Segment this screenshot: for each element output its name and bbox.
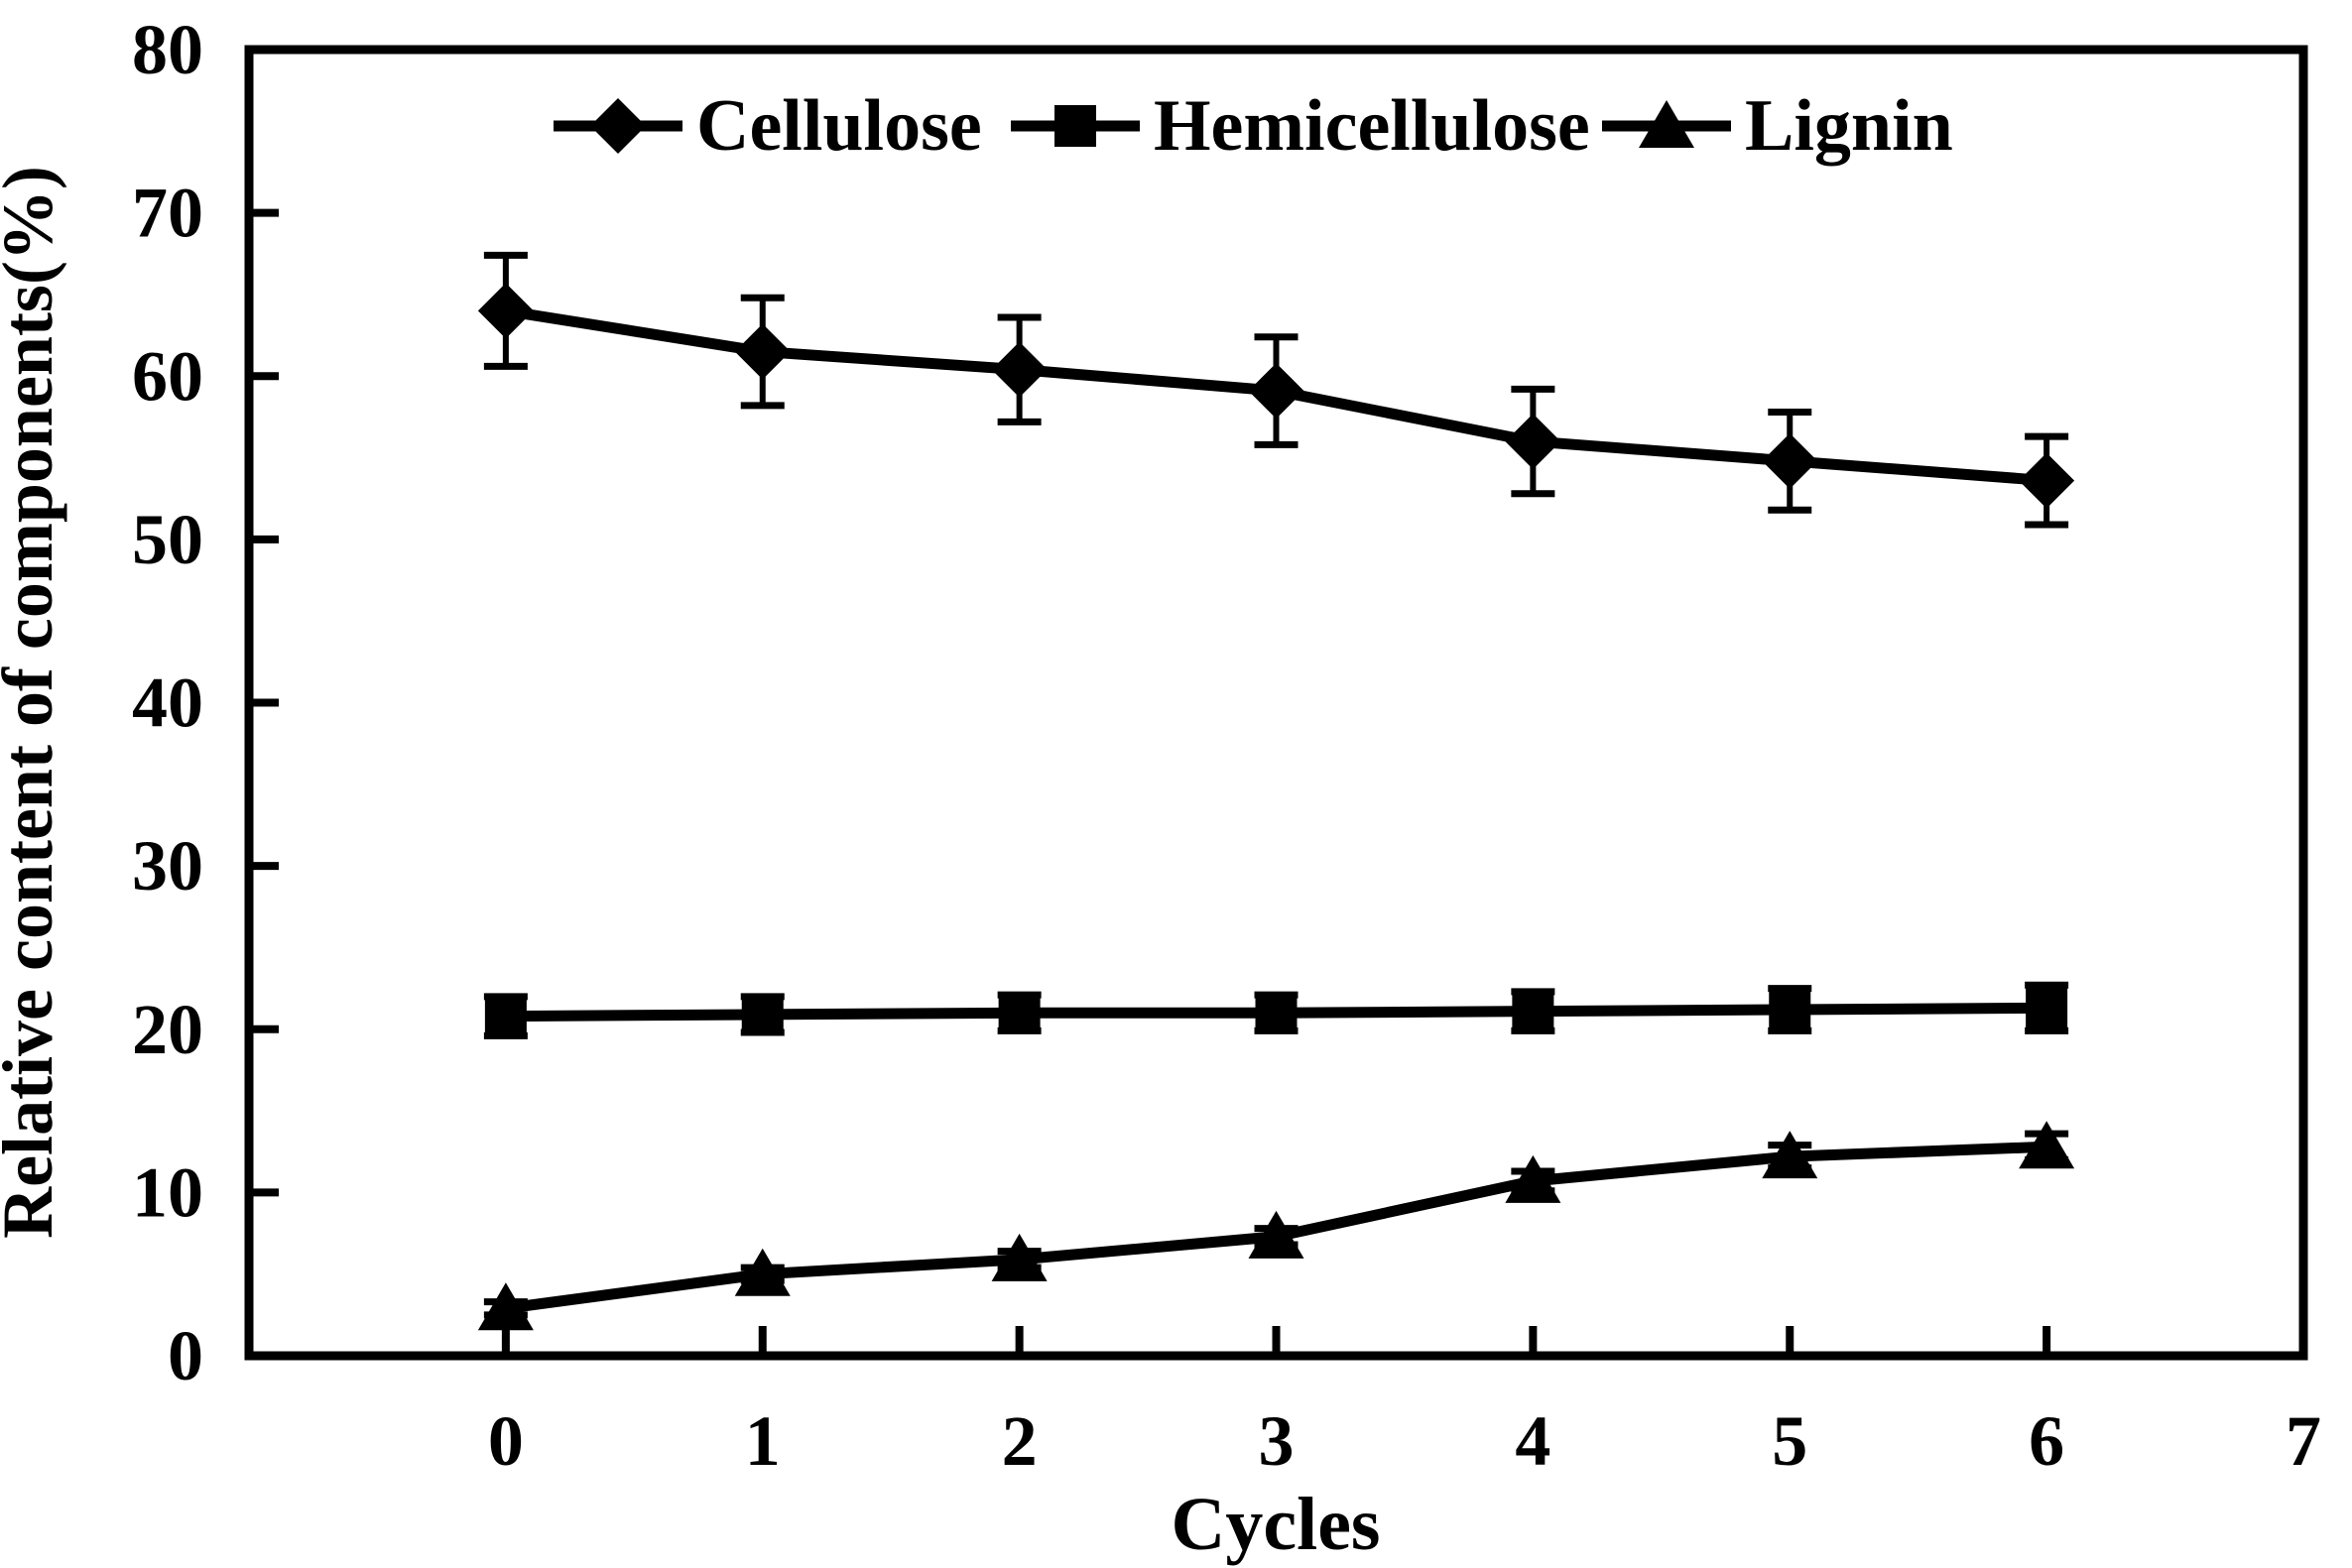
data-point-hemicellulose-2 — [998, 992, 1041, 1034]
legend-item-hemicellulose: Hemicellulose — [1011, 85, 1590, 167]
data-point-lignin-3 — [1248, 1210, 1304, 1259]
y-tick-label-10: 10 — [132, 1152, 203, 1232]
series-cellulose — [477, 251, 2075, 529]
x-axis-title: Cycles — [1171, 1483, 1380, 1566]
series-layer — [477, 251, 2075, 1331]
data-point-lignin-6 — [2019, 1121, 2075, 1169]
y-tick-label-80: 80 — [132, 10, 203, 89]
y-axis-title: Relative content of components(%) — [0, 166, 67, 1239]
data-point-cellulose-6 — [2019, 452, 2075, 509]
legend-marker-triangle-icon — [1639, 100, 1694, 148]
y-tick-label-30: 30 — [132, 826, 203, 905]
y-tick-label-70: 70 — [132, 174, 203, 253]
y-tick-label-40: 40 — [132, 663, 203, 743]
data-point-hemicellulose-3 — [1255, 992, 1298, 1034]
data-point-lignin-5 — [1762, 1131, 1818, 1179]
x-tick-label-3: 3 — [1259, 1401, 1295, 1481]
data-point-cellulose-4 — [1505, 414, 1561, 470]
x-tick-label-1: 1 — [745, 1401, 781, 1481]
series-lignin — [477, 1121, 2075, 1331]
data-point-lignin-4 — [1505, 1154, 1561, 1203]
legend-marker-square-icon — [1054, 105, 1096, 147]
data-point-lignin-1 — [734, 1248, 791, 1296]
x-tick-label-6: 6 — [2029, 1401, 2064, 1481]
data-point-hemicellulose-0 — [484, 995, 527, 1037]
data-point-cellulose-2 — [991, 341, 1048, 398]
data-point-hemicellulose-5 — [1769, 988, 1811, 1030]
x-tick-label-7: 7 — [2286, 1401, 2321, 1481]
plot-border — [244, 45, 2308, 1361]
data-point-cellulose-5 — [1762, 432, 1818, 489]
legend-item-lignin: Lignin — [1602, 85, 1953, 167]
data-point-lignin-2 — [991, 1233, 1048, 1281]
y-tick-label-0: 0 — [168, 1316, 203, 1395]
x-tick-label-0: 0 — [488, 1401, 524, 1481]
x-tick-label-4: 4 — [1515, 1401, 1550, 1481]
legend-label-cellulose: Cellulose — [696, 85, 982, 167]
legend-label-hemicellulose: Hemicellulose — [1154, 85, 1590, 167]
data-point-cellulose-1 — [734, 323, 791, 380]
legend-label-lignin: Lignin — [1745, 85, 1953, 167]
data-point-cellulose-0 — [477, 283, 534, 339]
data-point-hemicellulose-1 — [741, 993, 784, 1035]
y-tick-label-60: 60 — [132, 336, 203, 416]
legend-marker-diamond-icon — [590, 98, 646, 154]
x-tick-label-5: 5 — [1772, 1401, 1807, 1481]
data-point-cellulose-3 — [1248, 363, 1304, 420]
data-point-hemicellulose-6 — [2026, 987, 2068, 1029]
legend: Cellulose Hemicellulose Lignin — [554, 85, 1953, 167]
y-tick-label-20: 20 — [132, 990, 203, 1069]
y-tick-label-50: 50 — [132, 500, 203, 579]
plot-area — [244, 45, 2308, 1361]
data-point-lignin-0 — [477, 1282, 534, 1331]
legend-item-cellulose: Cellulose — [554, 85, 982, 167]
data-point-hemicellulose-4 — [1512, 990, 1554, 1032]
series-hemicellulose — [483, 981, 2069, 1039]
x-tick-label-2: 2 — [1002, 1401, 1038, 1481]
axis-ticks: 0 10 20 30 40 50 60 70 80 0 1 2 3 4 5 6 7 — [132, 10, 2321, 1481]
